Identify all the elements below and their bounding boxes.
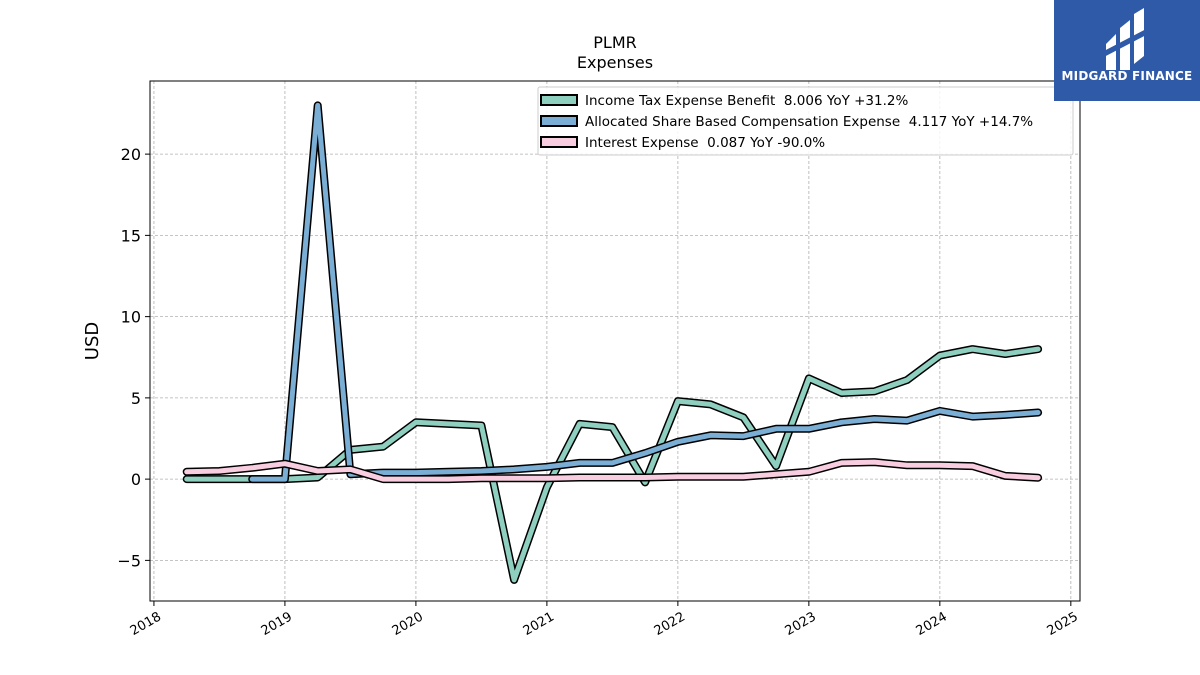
legend-label-3: Interest Expense 0.087 YoY -90.0% [585,135,825,151]
logo-text: MIDGARD FINANCE [1061,69,1193,83]
y-tick-label: −5 [117,551,141,570]
legend-box [537,86,1074,156]
grid [150,81,1080,601]
y-axis-label: USD [82,322,103,360]
legend: Income Tax Expense Benefit 8.006 YoY +31… [537,86,1074,156]
logo-mark-icon [1102,8,1148,70]
x-tick-label: 2024 [914,609,950,639]
y-tick-label: 15 [121,226,141,245]
x-tick-label: 2022 [652,609,688,639]
x-tick-label: 2023 [783,609,819,639]
logo: MIDGARD FINANCE [1054,0,1200,101]
chart-subtitle: Expenses [577,53,653,72]
y-tick-label: 20 [121,145,141,164]
legend-label-1: Income Tax Expense Benefit 8.006 YoY +31… [585,93,908,109]
x-tick-label: 2020 [390,609,426,639]
plot-frame [149,80,1081,602]
x-tick-label: 2019 [259,609,295,639]
legend-swatch-3 [540,136,578,148]
legend-swatch-1 [540,94,578,106]
series-line-2 [249,102,1041,482]
plot-lines [182,101,1043,584]
y-tick-label: 5 [131,389,141,408]
series-outline-2 [248,101,1043,484]
x-tick-label: 2018 [128,609,164,639]
legend-label-2: Allocated Share Based Compensation Expen… [585,114,1033,130]
legend-swatch-2 [540,115,578,127]
y-tick-label: 10 [121,308,141,327]
y-tick-label: 0 [131,470,141,489]
axis-ticks: 2018 2019 2020 2021 2022 2023 2024 2025 −5 0 5 10 15… [117,145,1080,639]
chart-title: PLMR [593,33,636,52]
x-tick-label: 2021 [521,609,557,639]
x-tick-label: 2025 [1045,609,1081,639]
series-line-3 [184,459,1041,482]
